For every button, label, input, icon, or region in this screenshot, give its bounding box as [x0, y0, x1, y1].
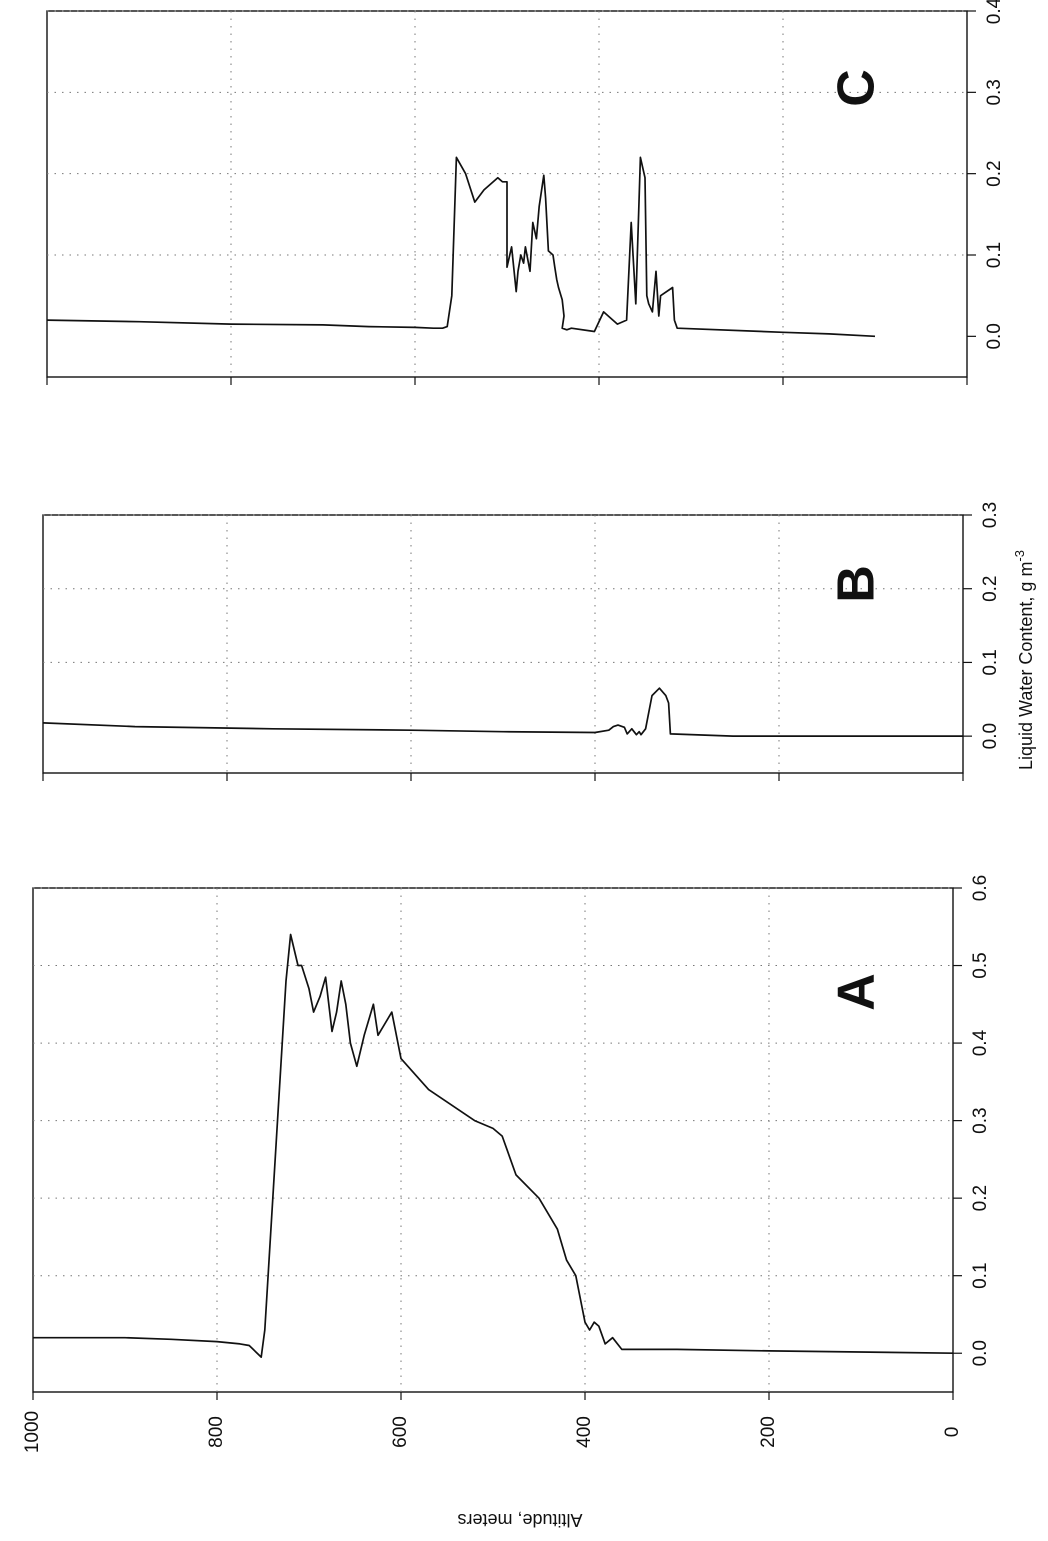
panel-c: 0.0 0.1 0.2 0.3 0.4: [46, 0, 1005, 385]
x-tick-label: 0.0: [984, 323, 1005, 349]
y-axis-label: Altitude, meters: [457, 1510, 582, 1530]
x-tick-label: 0.3: [970, 1107, 991, 1133]
series-line: [46, 156, 876, 338]
panel-label-a: A: [828, 973, 886, 1011]
y-tick-label: 1000: [22, 1411, 43, 1453]
x-tick-label: 0.2: [980, 576, 1001, 602]
plot-frame: [32, 887, 954, 1393]
plot-frame: [42, 514, 964, 774]
x-tick-label: 0.1: [980, 649, 1001, 675]
x-tick-label: 0.3: [980, 502, 1001, 528]
y-tick-label: 400: [574, 1416, 595, 1448]
panel-label-b: B: [828, 565, 886, 603]
y-tick-label: 800: [206, 1416, 227, 1448]
x-tick-label: 0.0: [970, 1340, 991, 1366]
x-tick-label: 0.1: [984, 242, 1005, 268]
x-tick-label: 0.3: [984, 79, 1005, 105]
x-tick-label: 0.2: [970, 1185, 991, 1211]
x-axis-label-b: Liquid Water Content, g m-3: [1012, 550, 1036, 770]
y-tick-label: 200: [758, 1416, 779, 1448]
x-tick-label: 0.2: [984, 160, 1005, 186]
y-tick-label: 600: [390, 1416, 411, 1448]
y-tick-label: 0: [942, 1427, 963, 1438]
plot-frame: [46, 10, 968, 378]
x-tick-label: 0.0: [980, 723, 1001, 749]
series-line: [33, 933, 954, 1358]
panel-b: 0.0 0.1 0.2 0.3: [42, 502, 1001, 781]
x-axis-label-sup: -3: [1012, 550, 1027, 562]
series-line: [42, 687, 963, 737]
x-tick-label: 0.1: [970, 1262, 991, 1288]
x-axis-label-main: Liquid Water Content, g m: [1016, 562, 1036, 770]
panel-a: 0.0 0.1 0.2 0.3 0.4 0.5 0.6 1000 800 600 400 200 0: [22, 875, 991, 1453]
x-tick-label: 0.4: [984, 0, 1005, 24]
x-tick-label: 0.6: [970, 875, 991, 901]
x-tick-label: 0.4: [970, 1029, 991, 1056]
x-tick-label: 0.5: [970, 952, 991, 978]
panel-label-c: C: [828, 69, 886, 107]
